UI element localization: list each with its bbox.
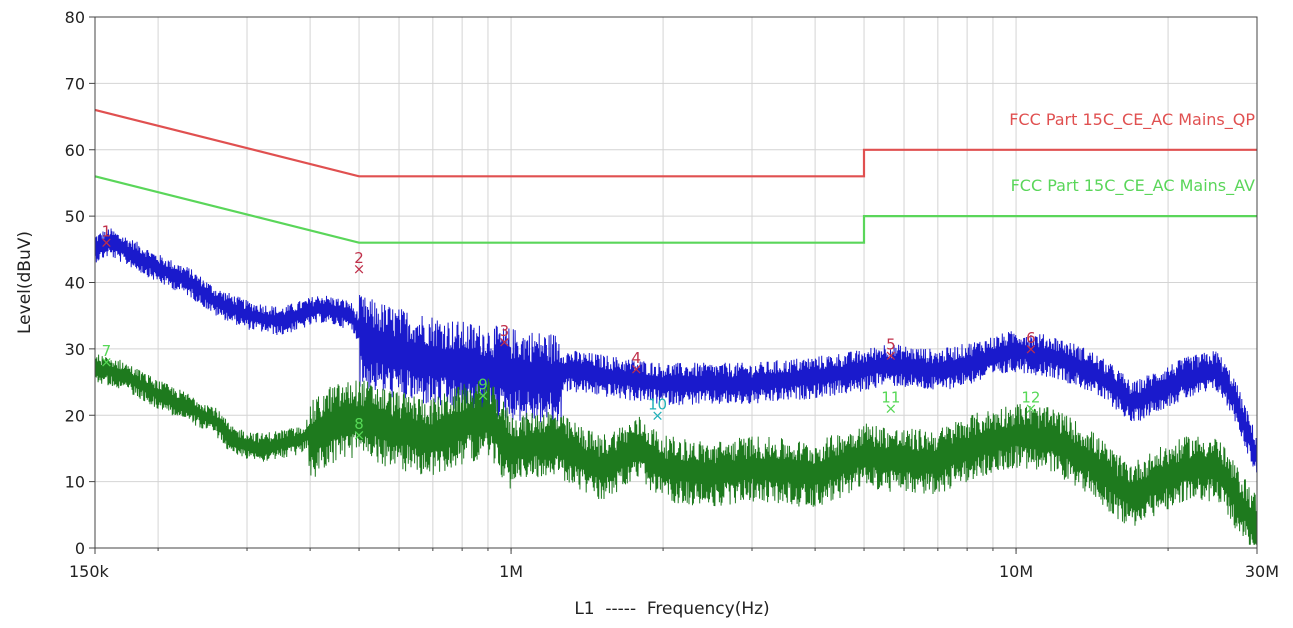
x-tick-label: 1M	[499, 562, 523, 581]
axis-labels: 0 10 20 30 40 50 60 70 80 150k 1M 10M 30M FCC Part 15…	[65, 8, 1279, 581]
marker-label: 8	[354, 415, 364, 433]
marker-x: ×	[1025, 400, 1038, 418]
av-limit-line	[94, 175, 1257, 244]
marker-x: ×	[100, 353, 113, 371]
y-tick-label: 10	[65, 473, 85, 492]
qp-limit-label: FCC Part 15C_CE_AC Mains_QP	[1009, 110, 1255, 130]
marker-label: 6	[1026, 329, 1036, 347]
marker-x: ×	[353, 426, 366, 444]
x-tick-label: 30M	[1245, 562, 1279, 581]
marker-label: 1	[102, 223, 112, 241]
x-axis-title: L1 ----- Frequency(Hz)	[574, 599, 769, 619]
y-tick-label: 70	[65, 74, 85, 93]
average-trace	[94, 354, 1258, 545]
marker-x: ×	[885, 347, 898, 365]
y-tick-label: 40	[65, 274, 85, 293]
limit-lines	[94, 108, 1257, 244]
y-tick-label: 20	[65, 406, 85, 425]
marker-x: ×	[353, 260, 366, 278]
qp-limit-line	[94, 108, 1257, 178]
marker-x: ×	[100, 234, 113, 252]
marker-x: ×	[651, 406, 664, 424]
axis-ticks	[89, 16, 1258, 554]
marker-label: 9	[478, 375, 488, 393]
marker-label: 3	[500, 322, 510, 340]
marker-x: ×	[630, 360, 643, 378]
x-tick-label: 10M	[999, 562, 1033, 581]
y-axis-title: Level(dBuV)	[15, 231, 35, 334]
y-tick-label: 50	[65, 207, 85, 226]
marker-label: 7	[102, 342, 112, 360]
av-limit-label: FCC Part 15C_CE_AC Mains_AV	[1011, 176, 1255, 196]
y-tick-label: 30	[65, 340, 85, 359]
marker-label: 4	[632, 349, 642, 367]
peak-markers: ×1×2×3×4 ×5 ×6×7×8×9×10 ×11×12	[100, 223, 1040, 444]
marker-label: 10	[648, 395, 667, 413]
emission-traces	[94, 228, 1258, 545]
marker-label: 5	[886, 336, 896, 354]
peak-trace	[94, 228, 1258, 473]
y-tick-label: 80	[65, 8, 85, 27]
marker-x: ×	[477, 386, 490, 404]
marker-x: ×	[1025, 340, 1038, 358]
marker-x: ×	[498, 333, 511, 351]
marker-label: 11	[881, 389, 900, 407]
marker-x: ×	[885, 400, 898, 418]
x-tick-label: 150k	[69, 562, 110, 581]
marker-label: 2	[354, 249, 364, 267]
y-tick-label: 0	[75, 539, 85, 558]
marker-label: 12	[1021, 389, 1040, 407]
y-tick-label: 60	[65, 141, 85, 160]
